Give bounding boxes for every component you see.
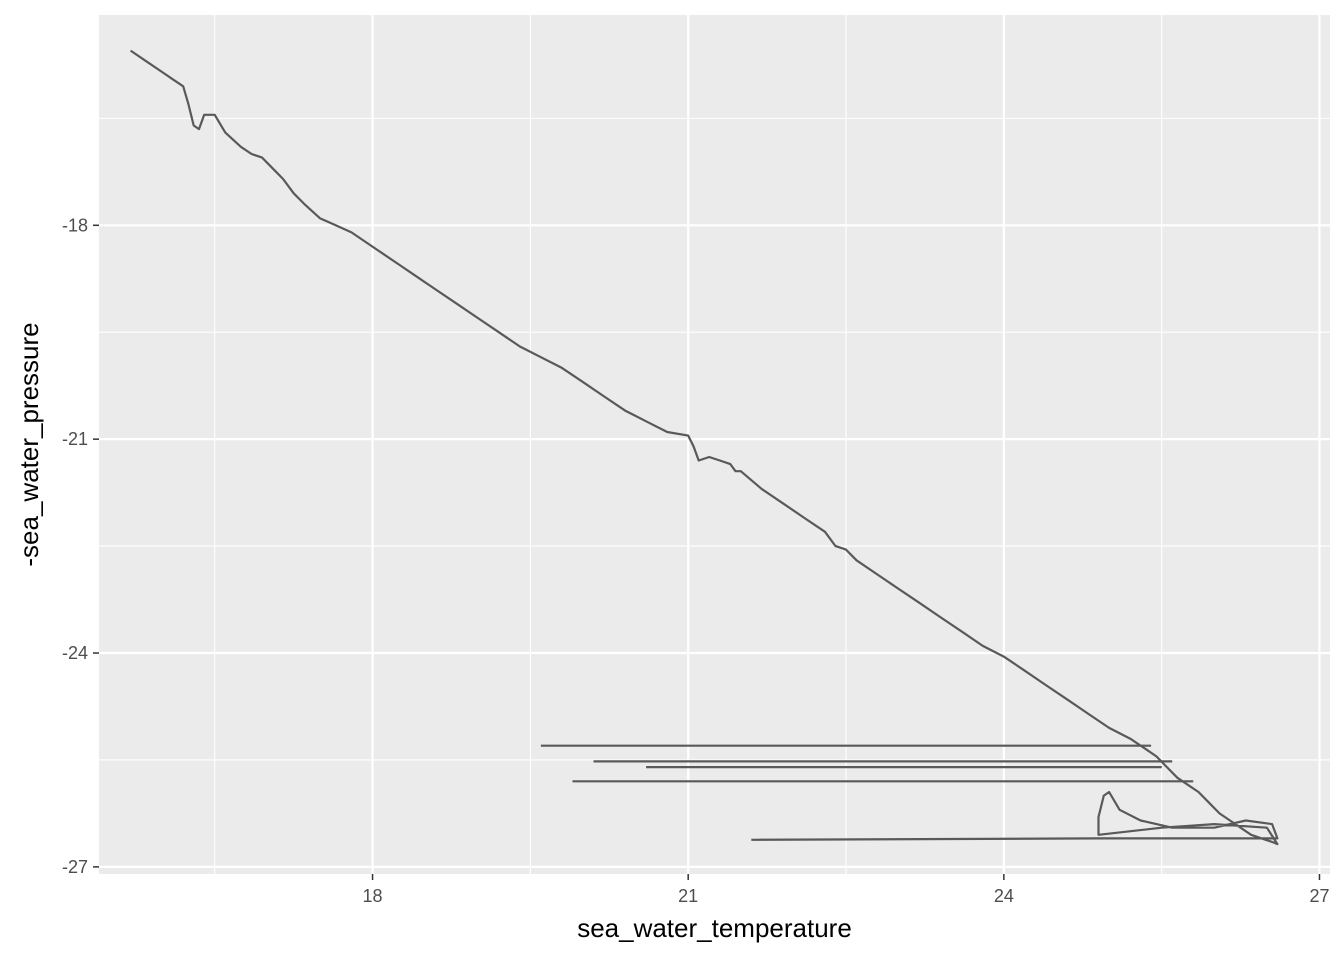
y-tick-label: -24 [62, 643, 88, 663]
y-tick-label: -21 [62, 429, 88, 449]
x-tick-label: 18 [363, 886, 383, 906]
y-axis-ticks: -18 -21 -24 -27 [62, 215, 99, 877]
x-tick-label: 21 [678, 886, 698, 906]
major-gridlines [99, 15, 1330, 874]
series-layer [129, 49, 1279, 846]
series-line-1 [129, 49, 1279, 846]
y-tick-label: -27 [62, 857, 88, 877]
x-tick-label: 27 [1309, 886, 1329, 906]
x-axis-title: sea_water_temperature [577, 913, 852, 943]
y-tick-label: -18 [62, 215, 88, 235]
x-axis-ticks: 18 21 24 27 [363, 874, 1329, 906]
plot-panel [99, 15, 1330, 874]
y-axis-title: -sea_water_pressure [14, 322, 44, 566]
minor-gridlines [99, 15, 1330, 874]
x-tick-label: 24 [994, 886, 1014, 906]
